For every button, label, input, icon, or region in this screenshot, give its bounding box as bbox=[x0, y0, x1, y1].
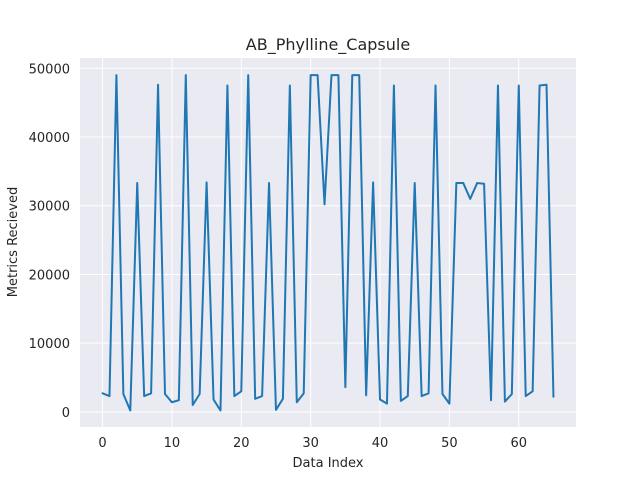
y-tick-label: 50000 bbox=[29, 62, 70, 77]
series-layer bbox=[101, 74, 555, 412]
y-tick-label: 0 bbox=[62, 406, 70, 421]
x-tick-label: 50 bbox=[441, 436, 458, 451]
x-axis-label: Data Index bbox=[293, 456, 364, 471]
chart-title: AB_Phylline_Capsule bbox=[246, 35, 410, 55]
x-tick-label: 40 bbox=[372, 436, 389, 451]
x-tick-label: 60 bbox=[510, 436, 527, 451]
x-tick-label: 0 bbox=[98, 436, 106, 451]
y-tick-label: 10000 bbox=[29, 337, 70, 352]
x-tick-label: 30 bbox=[302, 436, 319, 451]
x-tick-label: 10 bbox=[164, 436, 181, 451]
y-axis-ticks: 0 10000 20000 30000 40000 50000 bbox=[29, 62, 70, 421]
x-tick-label: 20 bbox=[233, 436, 250, 451]
y-tick-label: 40000 bbox=[29, 131, 70, 146]
plot-area bbox=[80, 58, 576, 427]
y-tick-label: 20000 bbox=[29, 268, 70, 283]
series-line bbox=[101, 74, 555, 412]
y-tick-label: 30000 bbox=[29, 200, 70, 215]
x-axis-ticks: 0 10 20 30 40 50 60 bbox=[98, 436, 527, 451]
y-axis-label: Metrics Recieved bbox=[6, 187, 21, 297]
